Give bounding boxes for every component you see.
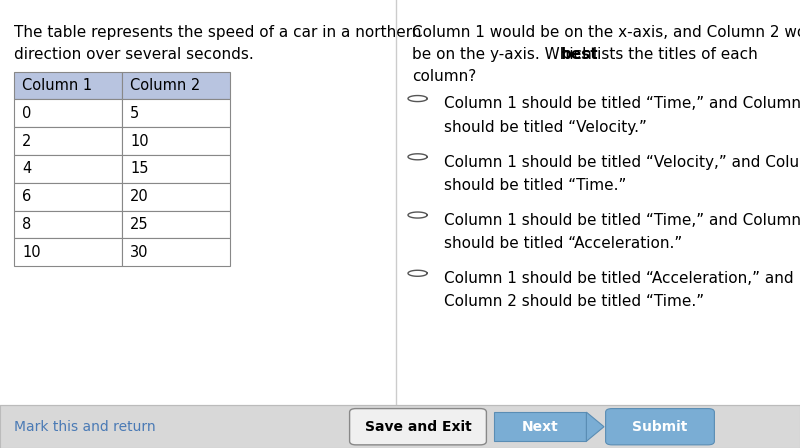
- FancyBboxPatch shape: [14, 99, 122, 127]
- Text: Column 1 should be titled “Time,” and Column 2: Column 1 should be titled “Time,” and Co…: [444, 96, 800, 111]
- Text: Column 1 would be on the x-axis, and Column 2 would: Column 1 would be on the x-axis, and Col…: [412, 25, 800, 39]
- FancyBboxPatch shape: [14, 127, 122, 155]
- Text: 10: 10: [22, 245, 41, 260]
- Text: 0: 0: [22, 106, 31, 121]
- Text: best: best: [561, 47, 598, 62]
- Text: 4: 4: [22, 161, 31, 177]
- Polygon shape: [586, 412, 604, 441]
- Polygon shape: [408, 212, 427, 218]
- FancyBboxPatch shape: [122, 72, 230, 99]
- Text: should be titled “Acceleration.”: should be titled “Acceleration.”: [444, 236, 682, 251]
- Text: 25: 25: [130, 217, 149, 232]
- Text: Column 1 should be titled “Velocity,” and Column 2: Column 1 should be titled “Velocity,” an…: [444, 155, 800, 169]
- FancyBboxPatch shape: [122, 99, 230, 127]
- Text: Submit: Submit: [632, 420, 688, 434]
- FancyBboxPatch shape: [14, 211, 122, 238]
- Text: lists the titles of each: lists the titles of each: [587, 47, 758, 62]
- Text: Column 2: Column 2: [130, 78, 200, 93]
- Polygon shape: [408, 95, 427, 102]
- Text: be on the y-axis. Which: be on the y-axis. Which: [412, 47, 597, 62]
- FancyBboxPatch shape: [122, 238, 230, 266]
- Text: 15: 15: [130, 161, 149, 177]
- FancyBboxPatch shape: [606, 409, 714, 445]
- Text: column?: column?: [412, 69, 476, 84]
- Text: 6: 6: [22, 189, 31, 204]
- Text: 30: 30: [130, 245, 149, 260]
- FancyBboxPatch shape: [0, 405, 800, 448]
- Text: 10: 10: [130, 134, 149, 149]
- Text: 8: 8: [22, 217, 31, 232]
- FancyBboxPatch shape: [350, 409, 486, 445]
- Text: Column 1: Column 1: [22, 78, 92, 93]
- FancyBboxPatch shape: [14, 155, 122, 183]
- FancyBboxPatch shape: [122, 155, 230, 183]
- Text: 2: 2: [22, 134, 31, 149]
- Text: Column 1 should be titled “Acceleration,” and: Column 1 should be titled “Acceleration,…: [444, 271, 794, 286]
- Text: Column 1 should be titled “Time,” and Column 2: Column 1 should be titled “Time,” and Co…: [444, 213, 800, 228]
- FancyBboxPatch shape: [14, 238, 122, 266]
- Text: Next: Next: [522, 420, 558, 434]
- Polygon shape: [408, 154, 427, 160]
- Text: should be titled “Time.”: should be titled “Time.”: [444, 178, 626, 193]
- Text: 20: 20: [130, 189, 149, 204]
- Text: 5: 5: [130, 106, 139, 121]
- FancyBboxPatch shape: [122, 183, 230, 211]
- Text: Mark this and return: Mark this and return: [14, 420, 156, 434]
- FancyBboxPatch shape: [14, 183, 122, 211]
- Text: Save and Exit: Save and Exit: [365, 420, 471, 434]
- FancyBboxPatch shape: [494, 412, 586, 441]
- Text: direction over several seconds.: direction over several seconds.: [14, 47, 254, 62]
- Text: The table represents the speed of a car in a northern: The table represents the speed of a car …: [14, 25, 422, 39]
- Polygon shape: [408, 270, 427, 276]
- FancyBboxPatch shape: [122, 127, 230, 155]
- FancyBboxPatch shape: [14, 72, 122, 99]
- Text: Column 2 should be titled “Time.”: Column 2 should be titled “Time.”: [444, 294, 704, 309]
- FancyBboxPatch shape: [122, 211, 230, 238]
- Text: should be titled “Velocity.”: should be titled “Velocity.”: [444, 120, 647, 134]
